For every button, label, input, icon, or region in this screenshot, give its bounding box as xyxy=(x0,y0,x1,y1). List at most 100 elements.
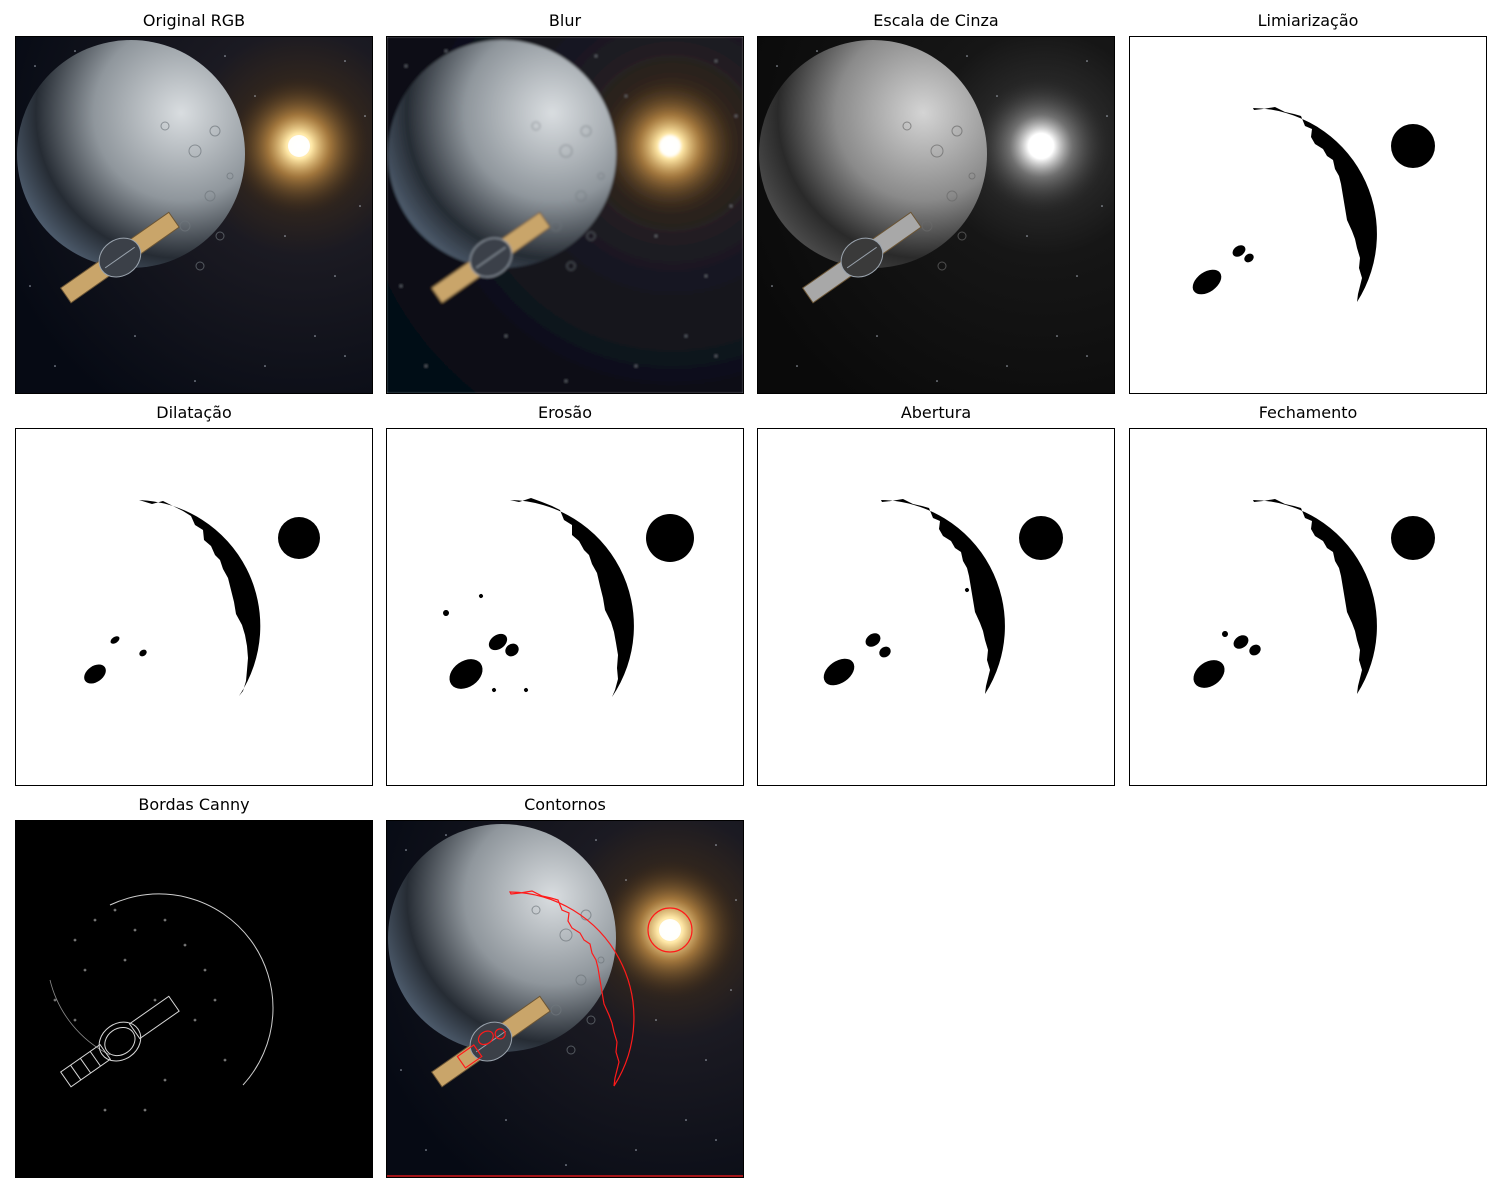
star-mark xyxy=(936,380,938,382)
crater-mark xyxy=(550,1004,562,1016)
satellite-mask-blob xyxy=(110,636,120,644)
panel-title: Escala de Cinza xyxy=(873,11,999,30)
moon-crescent-mask xyxy=(1253,107,1377,302)
mask-background xyxy=(757,428,1115,786)
star-mark xyxy=(565,1164,567,1166)
star-mark xyxy=(224,55,226,57)
star-mark xyxy=(655,235,657,237)
sun-disc xyxy=(1030,135,1052,157)
star-mark xyxy=(595,839,597,841)
star-mark xyxy=(715,355,717,357)
satellite-mask-blob xyxy=(1232,245,1246,257)
edge-speck xyxy=(223,1058,227,1062)
crater-mark xyxy=(575,190,587,202)
star-mark xyxy=(776,65,778,67)
crater-mark xyxy=(566,261,576,271)
panel-contours: Contornos xyxy=(386,795,744,1178)
edge-speck xyxy=(53,998,57,1002)
edge-speck xyxy=(83,968,87,972)
mask-background xyxy=(1129,428,1487,786)
edge-speck xyxy=(103,1108,107,1112)
moon-limb-edge xyxy=(109,893,274,1086)
binary-mask-image xyxy=(1129,428,1487,786)
panel-title: Blur xyxy=(548,11,582,30)
sun-disc xyxy=(659,919,681,941)
satellite xyxy=(430,211,551,304)
star-mark xyxy=(314,335,316,337)
star-mark xyxy=(54,365,56,367)
edge-speck xyxy=(203,968,207,972)
edge-speck xyxy=(143,1108,147,1112)
moon-crescent-mask xyxy=(881,499,1005,694)
star-mark xyxy=(344,355,346,357)
satellite xyxy=(59,211,180,304)
star-mark xyxy=(1026,235,1028,237)
sun-contour xyxy=(647,907,693,953)
grayscale-image xyxy=(757,36,1115,394)
star-mark xyxy=(1076,275,1078,277)
crater-mark xyxy=(531,905,541,915)
star-mark xyxy=(876,335,878,337)
moon-crescent-mask xyxy=(139,500,261,696)
crater-mark xyxy=(946,190,958,202)
mask-background xyxy=(1129,36,1487,394)
crater-mark xyxy=(930,144,944,158)
crater-mark xyxy=(204,190,216,202)
star-mark xyxy=(425,1149,427,1151)
moon-satellite-sun-image xyxy=(15,36,373,394)
satellite-mask-blob xyxy=(84,664,106,684)
edge-speck xyxy=(163,918,167,922)
crater-mark xyxy=(559,928,573,942)
star-mark xyxy=(1106,115,1108,117)
star-mark xyxy=(1006,365,1008,367)
star-mark xyxy=(715,60,717,62)
star-mark xyxy=(264,365,266,367)
satellite xyxy=(801,211,922,304)
moon-disc xyxy=(388,40,616,268)
star-mark xyxy=(635,365,637,367)
satellite-mask-blob xyxy=(1233,635,1249,649)
sun-mask xyxy=(278,517,320,559)
satellite-mask-blob xyxy=(1192,269,1222,295)
crater-mark xyxy=(179,220,191,232)
edge-map-image xyxy=(15,820,373,1178)
satellite-mask-blob xyxy=(449,659,483,689)
star-mark xyxy=(284,235,286,237)
edge-speck xyxy=(133,928,137,932)
star-mark xyxy=(505,335,507,337)
moon-disc xyxy=(17,40,245,268)
crater-mark xyxy=(586,231,596,241)
panel-threshold: Limiarização xyxy=(1129,11,1487,394)
star-mark xyxy=(595,55,597,57)
edge-speck xyxy=(113,908,117,912)
star-mark xyxy=(771,285,773,287)
crater-mark xyxy=(226,172,234,180)
moon-disc xyxy=(759,40,987,268)
panel-canny-edges: Bordas Canny xyxy=(15,795,373,1178)
crater-mark xyxy=(902,121,912,131)
crater-mark xyxy=(597,956,605,964)
panel-dilation: Dilatação xyxy=(15,403,373,786)
star-mark xyxy=(966,55,968,57)
moon-satellite-sun-image xyxy=(386,36,744,394)
moon-limb-edge xyxy=(49,979,111,1056)
crater-mark xyxy=(160,121,170,131)
star-mark xyxy=(705,1059,707,1061)
crater-mark xyxy=(550,220,562,232)
mask-background xyxy=(15,428,373,786)
satellite-mask-blob xyxy=(879,646,891,658)
star-mark xyxy=(400,1069,402,1071)
star-mark xyxy=(635,1149,637,1151)
crater-mark xyxy=(575,974,587,986)
satellite-mask-blob xyxy=(1244,253,1254,263)
panel-closing: Fechamento xyxy=(1129,403,1487,786)
star-mark xyxy=(735,115,737,117)
edge-speck xyxy=(213,998,217,1002)
satellite-mask-blob xyxy=(505,643,519,657)
star-mark xyxy=(445,834,447,836)
crater-mark xyxy=(531,121,541,131)
star-mark xyxy=(505,1119,507,1121)
star-mark xyxy=(730,989,732,991)
star-mark xyxy=(1086,355,1088,357)
star-mark xyxy=(715,844,717,846)
